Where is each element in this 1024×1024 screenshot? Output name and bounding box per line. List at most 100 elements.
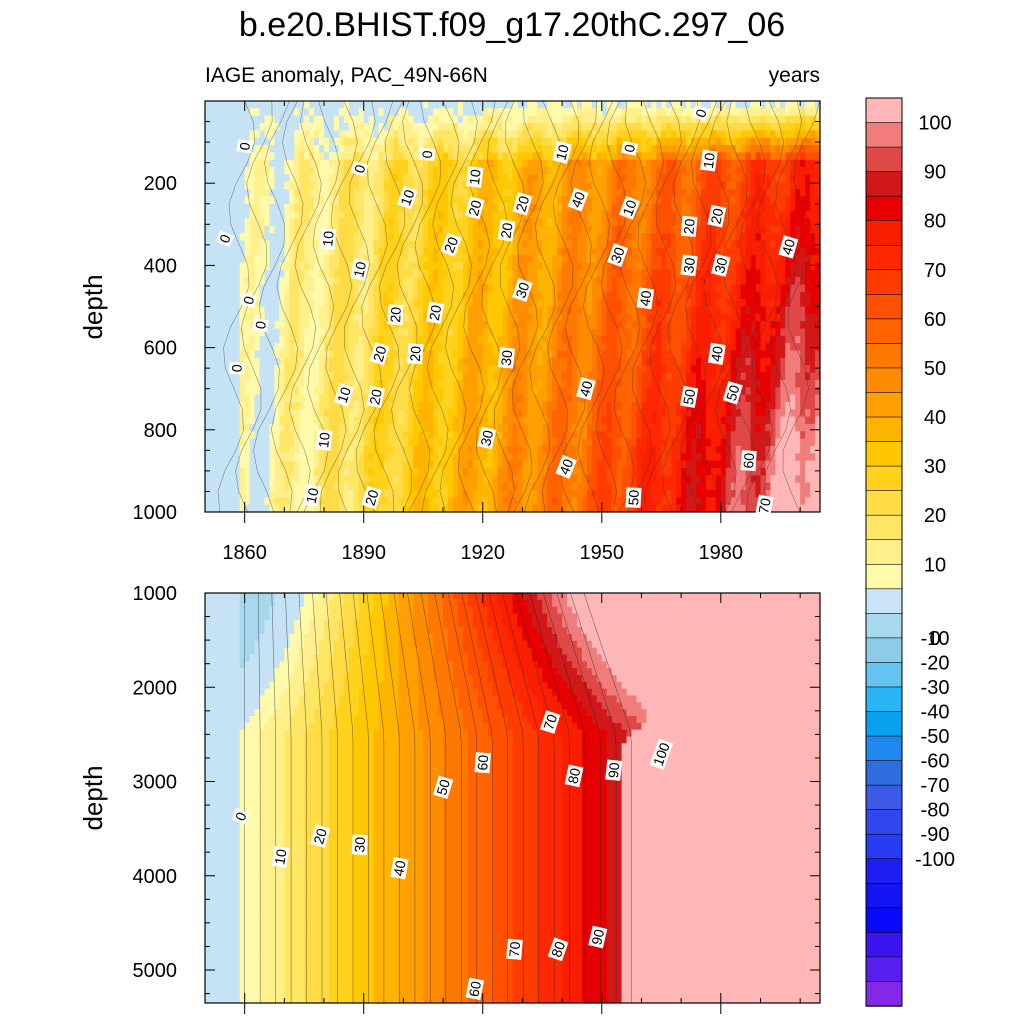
colorbar-swatch [865,613,903,639]
colorbar-tick-label: 40 [924,407,946,429]
contour-label: 10 [333,383,355,407]
colorbar-swatch [865,711,903,737]
lower-contour-lines [244,593,632,1003]
colorbar-tick-label: 10 [924,554,946,576]
colorbar-swatch [865,392,903,418]
colorbar-tick-label: -20 [921,652,950,674]
y-tick-label: 600 [144,338,177,360]
colorbar-swatch [865,490,903,516]
colorbar-swatch [865,858,903,884]
panel-subtitle-left: IAGE anomaly, PAC_49N-66N [205,64,488,87]
contour-label: 20 [680,215,698,238]
colorbar-swatch [865,735,903,762]
contour-label: 90 [588,925,607,949]
y-tick-label: 800 [144,420,177,442]
y-tick-label: 400 [144,255,177,277]
colorbar-swatch [865,97,903,124]
colorbar-swatch [865,932,903,958]
colorbar-tick-label: 30 [924,456,946,478]
x-tick-label: 1920 [460,542,505,564]
contour-label: 70 [506,938,523,960]
contour-label: 20 [512,192,533,216]
contour-label: 30 [351,834,368,856]
x-tick-label: 1980 [699,542,744,564]
colorbar-tick-label: 50 [924,358,946,380]
colorbar-tick-label: 70 [924,260,946,282]
colorbar-swatch [865,367,903,394]
contour-label: 90 [605,759,622,781]
contour-label: 50 [722,381,743,405]
contour-label: 10 [700,149,718,172]
contour-label: 0 [215,230,235,248]
y-tick-label: 1000 [133,502,178,524]
contour-label: 0 [239,292,258,309]
upper-y-axis-label: depth [78,274,108,339]
colorbar-tick-label: -70 [921,775,950,797]
colorbar-swatch [865,833,903,860]
colorbar-swatch [865,637,903,664]
contour-label: 20 [440,232,462,257]
contour-label: 30 [512,278,533,302]
contour-label: 20 [407,343,424,365]
contour-label: 0 [419,147,435,161]
contour-label: 0 [231,808,250,825]
contour-label: 70 [539,710,561,734]
contour-label: 20 [361,485,382,510]
colorbar-swatch [865,539,903,565]
x-tick-label: 1860 [222,542,267,564]
colorbar-swatch [865,588,903,615]
colorbar-swatch [865,686,903,713]
colorbar-tick-label: 90 [924,162,946,184]
contour-label: 40 [576,377,596,401]
contour-label: 60 [740,450,757,472]
figure-title: b.e20.BHIST.f09_g17.20thC.297_06 [239,6,785,44]
y-tick-label: 4000 [133,866,178,888]
contour-label: 20 [497,219,516,242]
upper-contour-lines [217,101,820,512]
y-tick-label: 200 [144,173,177,195]
upper-contour-fill [205,101,820,512]
colorbar-swatch [865,662,903,688]
colorbar-tick-label: -90 [921,824,950,846]
contour-label: 60 [465,977,484,1001]
colorbar-swatch [865,146,903,173]
colorbar-tick-label: 0 [929,628,940,650]
contour-label: 40 [567,187,589,212]
lower-depth-panel: 1000 2000 3000 4000 5000 0 10 20 30 40 50 60 60 70 70… [78,583,821,1014]
colorbar-swatch [865,244,903,271]
contour-label: 30 [498,347,515,369]
colorbar-swatch [865,956,903,983]
contour-label: 20 [387,304,404,326]
contour-label: 10 [466,166,484,188]
y-tick-label: 3000 [133,772,178,794]
contour-label: 80 [547,937,569,962]
panel-subtitle-right: years [769,64,820,87]
colorbar-swatch [865,294,903,320]
colorbar-swatch [865,343,903,369]
colorbar-swatch [865,318,903,345]
contour-label: 20 [366,385,385,409]
colorbar-swatch [865,809,903,835]
colorbar-tick-label: 80 [924,211,946,233]
contour-label: 0 [692,105,710,122]
contour-label: 10 [350,258,369,281]
colorbar: 1009080706050403020100-10-20-30-40-50-60… [865,97,955,1007]
colorbar-tick-label: -60 [921,751,950,773]
contour-label: 60 [474,752,491,774]
contour-label: 70 [755,494,774,518]
colorbar-swatch [865,882,903,909]
colorbar-swatch [865,171,903,197]
colorbar-swatch [865,760,903,786]
lower-contour-labels: 0 10 20 30 40 50 60 60 70 70 80 80 90 90 100 [231,710,674,1001]
contour-label: 50 [433,775,454,799]
colorbar-tick-label: 20 [924,505,946,527]
contour-label: 100 [649,738,674,770]
colorbar-swatch [865,441,903,467]
colorbar-swatch [865,122,903,148]
contour-label: 10 [271,845,290,868]
contour-label: 30 [607,243,629,268]
colorbar-tick-label: 60 [924,309,946,331]
